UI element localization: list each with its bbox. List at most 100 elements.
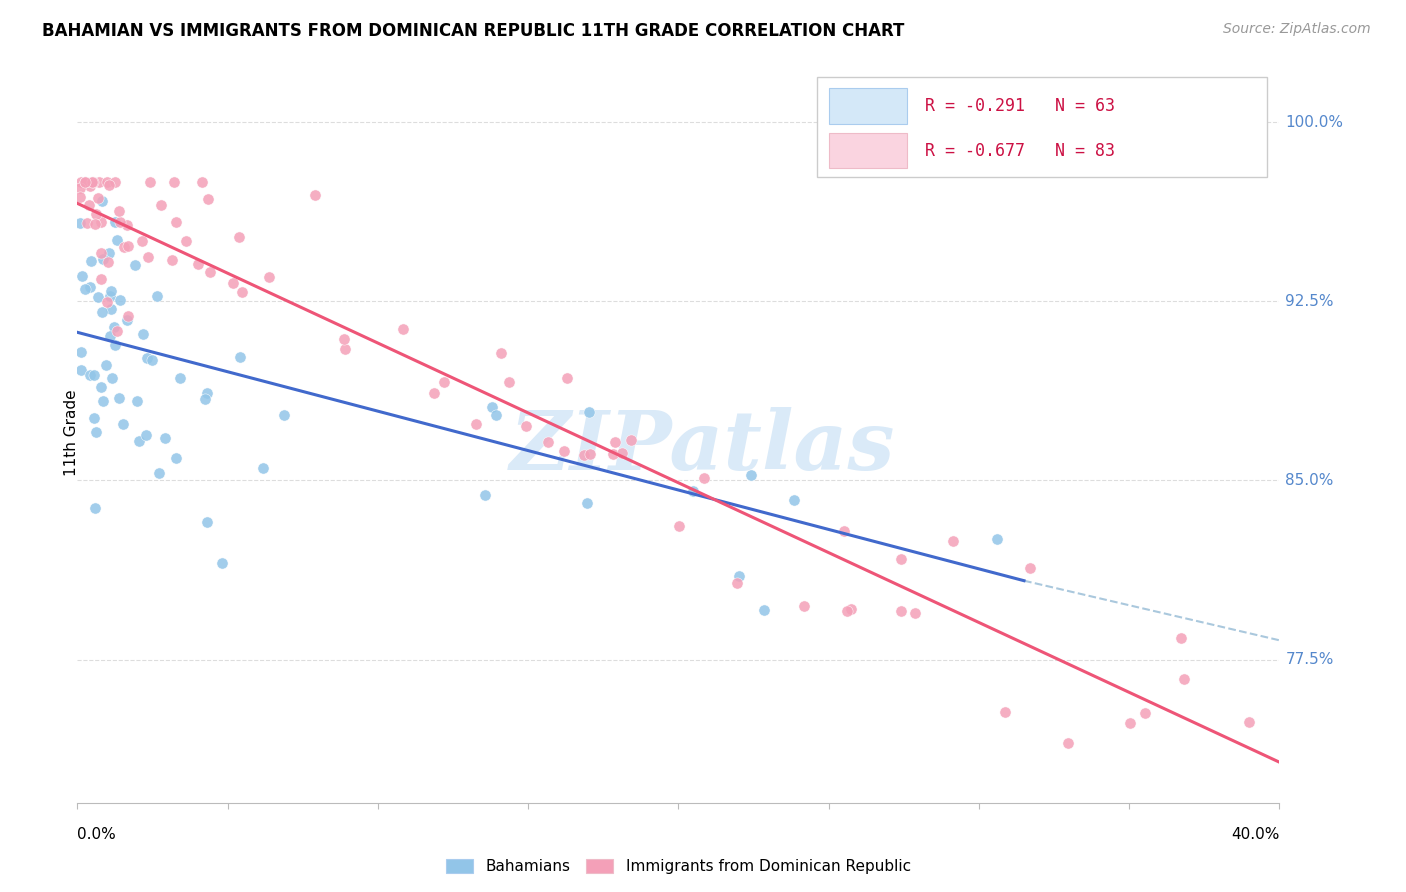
Point xyxy=(783,493,806,508)
Point xyxy=(79,280,101,294)
Point xyxy=(1237,715,1260,730)
Point xyxy=(464,417,486,432)
Point xyxy=(104,338,127,352)
FancyBboxPatch shape xyxy=(817,78,1267,178)
Point xyxy=(252,461,274,475)
Point xyxy=(83,368,105,382)
Point xyxy=(391,322,413,336)
Point xyxy=(793,599,815,613)
Point xyxy=(94,358,117,372)
Point xyxy=(87,175,110,189)
Point xyxy=(69,216,91,230)
Point xyxy=(80,254,103,268)
Point xyxy=(537,435,560,450)
Point xyxy=(114,240,136,254)
Point xyxy=(98,289,121,303)
Point xyxy=(127,393,149,408)
Point xyxy=(124,258,146,272)
Point xyxy=(104,215,127,229)
Point xyxy=(257,269,280,284)
Point xyxy=(620,434,643,448)
Point xyxy=(693,470,716,484)
Point xyxy=(100,301,122,316)
Point xyxy=(668,519,690,533)
Point xyxy=(117,309,139,323)
Point xyxy=(572,449,595,463)
Point xyxy=(90,245,112,260)
Point xyxy=(70,268,93,283)
Point xyxy=(474,488,496,502)
Point xyxy=(433,375,456,389)
Point xyxy=(82,175,104,189)
Point xyxy=(903,606,925,620)
Point xyxy=(191,175,214,189)
Point xyxy=(98,178,121,193)
Point xyxy=(75,175,97,189)
Point xyxy=(197,192,219,206)
Point xyxy=(135,427,157,442)
Point xyxy=(103,320,125,334)
Point xyxy=(91,194,114,209)
Point xyxy=(333,343,356,357)
Text: R = -0.291   N = 63: R = -0.291 N = 63 xyxy=(925,97,1115,115)
Point xyxy=(98,329,121,343)
Point xyxy=(90,379,112,393)
Point xyxy=(174,235,197,249)
Point xyxy=(605,435,627,450)
Point xyxy=(222,276,245,290)
Point xyxy=(195,515,218,529)
Point xyxy=(273,408,295,422)
Point xyxy=(107,204,129,219)
Point xyxy=(728,569,751,583)
Point xyxy=(1119,716,1142,731)
Point xyxy=(117,239,139,253)
Text: 0.0%: 0.0% xyxy=(77,827,117,841)
Point xyxy=(165,450,187,465)
Point xyxy=(104,175,127,189)
Point xyxy=(211,557,233,571)
Point xyxy=(145,289,167,303)
Point xyxy=(90,215,112,229)
Point xyxy=(138,250,160,264)
Point xyxy=(70,175,93,189)
Text: 40.0%: 40.0% xyxy=(1232,827,1279,841)
Point xyxy=(117,218,139,232)
Point xyxy=(994,705,1017,719)
Point xyxy=(682,484,704,499)
Point xyxy=(481,400,503,414)
Point xyxy=(515,419,537,434)
Point xyxy=(141,353,163,368)
Point xyxy=(228,230,250,244)
Point xyxy=(97,245,120,260)
Point xyxy=(112,417,135,431)
Point xyxy=(576,496,599,510)
Point xyxy=(131,234,153,248)
Point xyxy=(160,252,183,267)
Point xyxy=(752,603,775,617)
Point xyxy=(110,293,132,307)
Point xyxy=(115,313,138,327)
Point xyxy=(90,272,112,286)
Point xyxy=(128,434,150,449)
Point xyxy=(79,178,101,193)
Point xyxy=(91,304,114,318)
Point xyxy=(83,218,105,232)
Point xyxy=(485,408,508,422)
Point xyxy=(73,282,96,296)
Point xyxy=(740,467,762,482)
Point xyxy=(423,386,446,401)
Point xyxy=(148,466,170,480)
Point xyxy=(139,175,162,189)
Point xyxy=(194,392,217,407)
Point xyxy=(70,363,93,377)
Point xyxy=(100,284,122,298)
Point xyxy=(83,410,105,425)
Point xyxy=(612,446,634,460)
Point xyxy=(304,188,326,202)
Point xyxy=(198,265,221,279)
Point xyxy=(1170,631,1192,645)
Point xyxy=(942,533,965,548)
FancyBboxPatch shape xyxy=(828,88,907,124)
Point xyxy=(839,602,862,616)
Point xyxy=(333,332,356,346)
